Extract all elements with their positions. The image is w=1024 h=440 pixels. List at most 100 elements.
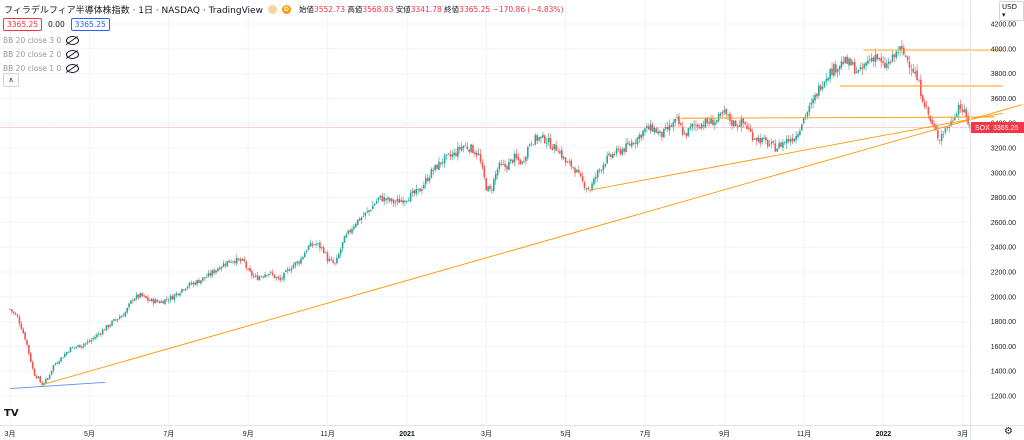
candle-body [171, 296, 174, 300]
candle-body [528, 144, 531, 146]
buy-price-button[interactable]: 3365.25 [70, 18, 110, 31]
candle-body [751, 132, 754, 141]
candle-body [358, 218, 361, 221]
indicator-bb-3[interactable]: BB 20 close 3 0 [3, 36, 80, 45]
candle-body [54, 363, 57, 365]
candle-body [115, 319, 117, 321]
candle-body [789, 139, 792, 142]
candle-body [303, 252, 306, 258]
candle-body [908, 61, 911, 68]
data-delay-badge[interactable]: D [281, 4, 291, 14]
candle-body [69, 347, 72, 353]
candle-body [683, 133, 686, 135]
candle-body [545, 142, 548, 144]
candle-body [700, 123, 703, 129]
candle-body [704, 119, 707, 128]
candle-body [903, 47, 905, 55]
candle-body [623, 148, 625, 152]
trend-line[interactable] [589, 112, 1003, 191]
trend-line[interactable] [41, 104, 1023, 386]
settings-gear-icon[interactable]: ⚙ [1004, 426, 1013, 437]
candle-body [455, 152, 457, 156]
candle-body [413, 190, 416, 194]
candle-body [772, 141, 775, 143]
price-axis[interactable]: 1200.00 1400.00 1600.00 1800.00 2000.00 2200.… [991, 22, 1016, 401]
candle-body [706, 118, 709, 123]
candle-body [237, 258, 240, 260]
candle-body [553, 143, 556, 150]
candle-body [617, 148, 620, 150]
candle-body [186, 286, 189, 289]
candle-body [28, 344, 30, 354]
candle-body [328, 259, 331, 262]
indicator-label: BB 20 close 2 0 [3, 50, 62, 59]
candle-body [587, 187, 590, 190]
sell-price-button[interactable]: 3365.25 [3, 18, 43, 31]
candle-body [90, 339, 93, 342]
candle-body [685, 132, 688, 137]
candle-body [710, 118, 712, 124]
tradingview-logo-icon[interactable]: TV [4, 408, 19, 419]
candle-body [377, 197, 380, 201]
candle-body [904, 55, 907, 57]
candle-body [334, 262, 336, 264]
candle-body [666, 126, 669, 130]
quick-trade-panel: 3365.25 0.00 3365.25 [3, 18, 110, 31]
status-dot-icon[interactable] [267, 4, 277, 14]
candle-body [863, 64, 865, 69]
time-tick-label: 5月 [560, 430, 571, 438]
candle-body [366, 211, 368, 213]
candle-body [496, 169, 499, 176]
candle-body [460, 146, 463, 151]
candle-body [848, 58, 850, 66]
time-axis[interactable]: 3月 5月 7月 9月 11月 2021 3月 5月 7月 9月 11月 2022 3月 [5, 430, 969, 438]
candle-body [201, 277, 204, 281]
candle-body [593, 178, 595, 185]
candle-body [778, 143, 780, 149]
indicator-bb-1[interactable]: BB 20 close 1 0 [3, 64, 80, 73]
candle-body [604, 163, 607, 166]
candle-body [759, 137, 762, 144]
candle-body [385, 198, 387, 201]
candle-body [343, 236, 346, 243]
candle-body [94, 337, 96, 339]
candle-body [103, 329, 106, 331]
eye-hidden-icon[interactable] [66, 50, 80, 59]
candle-body [75, 347, 77, 348]
candle-body [523, 160, 525, 162]
ohlc-high-value: 3568.83 [362, 4, 394, 14]
candle-body [332, 260, 334, 263]
candle-body [630, 142, 633, 147]
candle-body [910, 69, 913, 71]
price-tick-label: 3000.00 [991, 170, 1016, 177]
candle-body [804, 116, 807, 118]
candle-body [610, 154, 612, 157]
candle-body [901, 45, 903, 49]
ohlc-readout: 始値3552.73 高値3568.83 安値3341.78 終値3365.25 … [299, 4, 564, 15]
candle-body [239, 259, 242, 262]
currency-selector[interactable]: USD ▾ [999, 1, 1024, 21]
candle-body [281, 278, 283, 280]
chart-title: フィラデルフィア半導体株指数 · 1日 · NASDAQ · TradingVi… [4, 5, 263, 16]
candle-body [232, 261, 234, 263]
eye-hidden-icon[interactable] [66, 36, 80, 45]
price-tick-label: 3800.00 [991, 71, 1016, 78]
candle-body [850, 58, 852, 66]
candle-body [487, 186, 489, 192]
candle-body [133, 298, 136, 301]
indicator-bb-2[interactable]: BB 20 close 2 0 [3, 50, 80, 59]
candle-body [538, 137, 540, 141]
candle-body [275, 277, 278, 279]
candle-body [258, 276, 261, 281]
eye-hidden-icon[interactable] [66, 64, 80, 73]
trend-line[interactable] [680, 116, 995, 119]
candle-body [740, 119, 743, 127]
candle-body [929, 115, 932, 121]
candle-body [351, 229, 353, 233]
trend-line[interactable] [9, 381, 106, 390]
candle-body [209, 273, 212, 276]
candle-body [517, 156, 520, 161]
candle-body [632, 143, 635, 145]
collapse-indicators-button[interactable]: ∧ [3, 73, 19, 87]
